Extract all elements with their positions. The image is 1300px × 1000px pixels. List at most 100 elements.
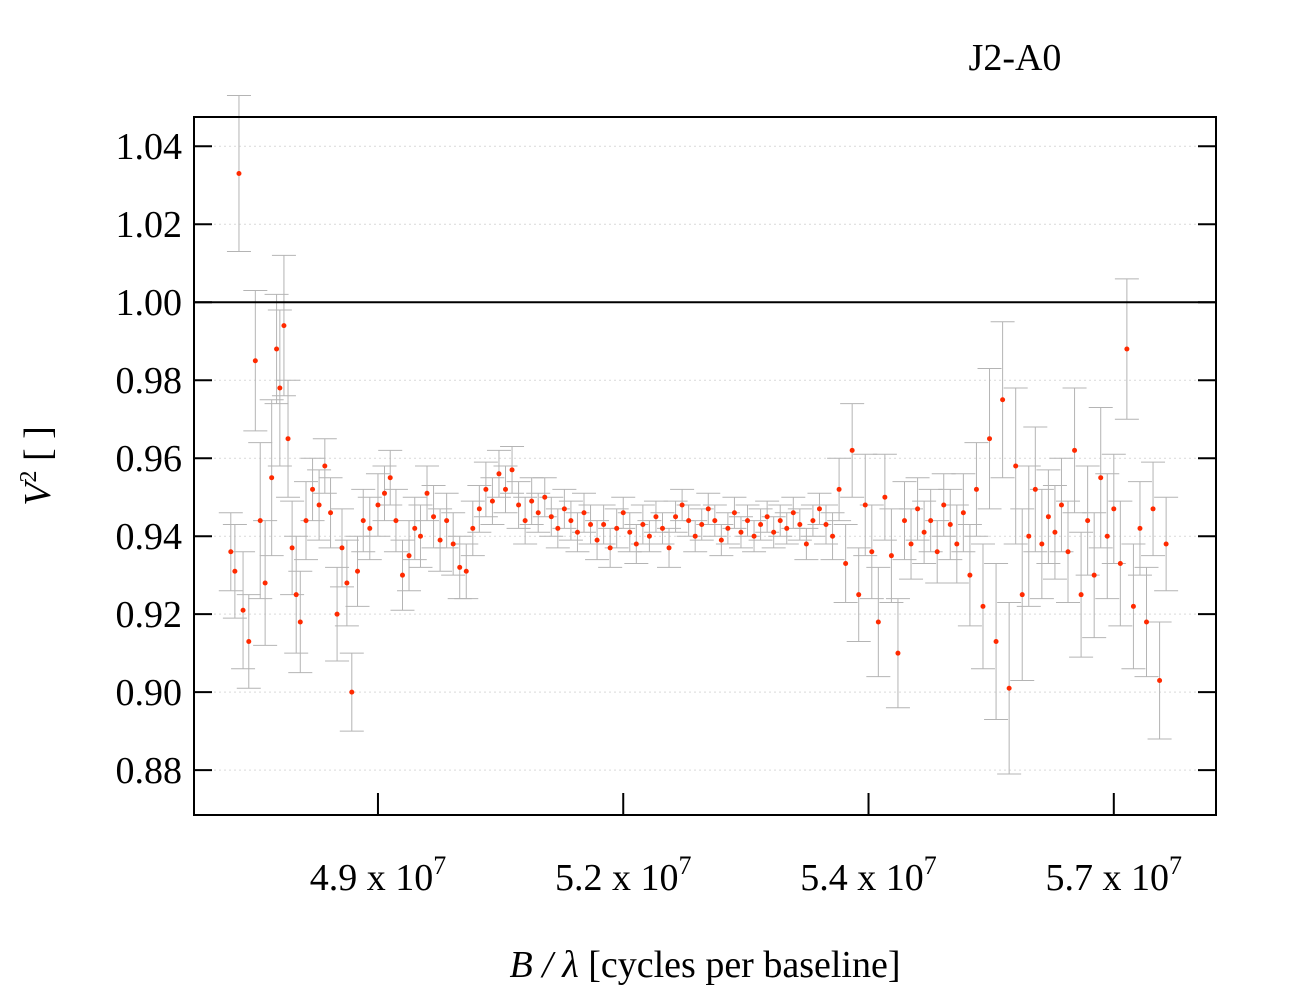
data-point — [1045, 514, 1051, 520]
data-point — [574, 529, 580, 535]
data-point — [496, 471, 502, 477]
data-point — [285, 436, 291, 442]
data-point — [731, 510, 737, 516]
data-point — [790, 510, 796, 516]
data-point — [888, 553, 894, 559]
data-point — [607, 545, 613, 551]
x-tick-label: 5.2 x 107 — [555, 851, 692, 899]
data-point — [686, 518, 692, 524]
data-point — [1137, 525, 1143, 531]
data-points — [228, 171, 1169, 695]
data-point — [849, 447, 855, 453]
y-tick-label: 1.00 — [116, 282, 183, 324]
data-point — [653, 514, 659, 520]
data-point — [349, 689, 355, 695]
data-point — [862, 502, 868, 508]
data-point — [725, 525, 731, 531]
data-point — [1052, 529, 1058, 535]
data-point — [463, 568, 469, 574]
y-axis-title-superscript: 2 — [16, 471, 42, 483]
data-point — [262, 580, 268, 586]
data-point — [581, 510, 587, 516]
data-point — [412, 525, 418, 531]
data-point — [274, 346, 280, 352]
data-point — [1124, 346, 1130, 352]
data-point — [522, 518, 528, 524]
data-point — [797, 521, 803, 527]
data-point — [310, 486, 316, 492]
data-point — [869, 549, 875, 555]
y-tick-label: 1.04 — [116, 126, 183, 168]
data-point — [548, 514, 554, 520]
data-point — [293, 592, 299, 598]
data-point — [269, 475, 275, 481]
data-point — [375, 502, 381, 508]
data-point — [908, 541, 914, 547]
data-point — [1072, 447, 1078, 453]
data-point — [360, 518, 366, 524]
data-point — [947, 521, 953, 527]
data-point — [1013, 463, 1019, 469]
data-point — [322, 463, 328, 469]
data-point — [1078, 592, 1084, 598]
data-point — [252, 358, 258, 364]
data-point — [457, 564, 463, 570]
data-point — [777, 518, 783, 524]
data-point — [816, 506, 822, 512]
data-point — [236, 171, 242, 177]
data-point — [588, 521, 594, 527]
data-point — [627, 529, 633, 535]
data-point — [382, 490, 388, 496]
data-point — [509, 467, 515, 473]
data-point — [771, 529, 777, 535]
y-axis-title-symbol: V — [17, 479, 59, 506]
data-point — [928, 518, 934, 524]
data-point — [228, 549, 234, 555]
data-point — [1117, 560, 1123, 566]
data-point — [594, 537, 600, 543]
error-bars — [218, 95, 1179, 775]
data-point — [470, 525, 476, 531]
data-point — [297, 619, 303, 625]
data-point — [960, 510, 966, 516]
data-point — [444, 518, 450, 524]
data-point — [803, 541, 809, 547]
data-point — [529, 498, 535, 504]
data-point — [516, 502, 522, 508]
data-point — [561, 506, 567, 512]
data-point — [1130, 603, 1136, 609]
data-point — [1163, 541, 1169, 547]
data-point — [277, 385, 283, 391]
data-point — [367, 525, 373, 531]
y-axis-ticks: 0.88 0.90 0.92 0.94 0.96 0.98 1.00 1.02 1.04 — [116, 126, 1216, 792]
data-point — [417, 533, 423, 539]
data-point — [399, 572, 405, 578]
data-point — [355, 568, 361, 574]
data-point — [1085, 518, 1091, 524]
data-point — [646, 533, 652, 539]
data-point — [954, 541, 960, 547]
data-point — [303, 518, 309, 524]
data-point — [941, 502, 947, 508]
data-point — [601, 521, 607, 527]
data-point — [334, 611, 340, 617]
data-point — [973, 486, 979, 492]
y-axis-title-units: [ ] — [17, 426, 59, 470]
x-tick-label: 5.7 x 107 — [1046, 851, 1183, 899]
data-point — [316, 502, 322, 508]
data-point — [856, 592, 862, 598]
data-point — [738, 529, 744, 535]
data-point — [503, 486, 509, 492]
data-point — [1039, 541, 1045, 547]
data-point — [437, 537, 443, 543]
data-point — [424, 490, 430, 496]
data-point — [431, 514, 437, 520]
data-point — [980, 603, 986, 609]
y-tick-label: 0.96 — [116, 438, 183, 480]
data-point — [745, 518, 751, 524]
data-point — [257, 518, 263, 524]
data-point — [240, 607, 246, 613]
plot-frame — [193, 116, 1217, 816]
y-tick-label: 0.88 — [116, 750, 183, 792]
